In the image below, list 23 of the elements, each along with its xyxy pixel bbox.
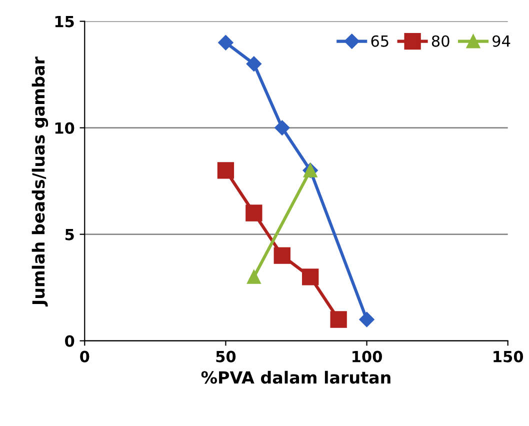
y-tick-label: 5 (65, 228, 74, 240)
legend-label: 65 (371, 35, 388, 47)
y-axis-title: Jumlah beads/luas gambar (32, 56, 48, 306)
legend-label: 80 (432, 35, 450, 47)
x-tick-label: 100 (352, 350, 382, 362)
point (302, 268, 319, 286)
y-tick-label: 10 (55, 122, 74, 134)
point (246, 270, 261, 284)
x-tick-label: 50 (216, 350, 236, 362)
point (246, 56, 262, 72)
point (218, 35, 234, 50)
point (217, 162, 234, 179)
y-tick-label: 0 (65, 335, 74, 347)
point (330, 311, 347, 328)
x-tick-label: 0 (80, 350, 90, 362)
x-tick-label: 150 (494, 350, 524, 362)
point (359, 312, 374, 328)
y-tick-label: 15 (55, 16, 74, 28)
point (274, 247, 290, 264)
legend-label: 94 (492, 35, 510, 47)
x-axis-title: %PVA dalam larutan (201, 370, 390, 384)
point (246, 204, 262, 222)
point (274, 120, 290, 136)
